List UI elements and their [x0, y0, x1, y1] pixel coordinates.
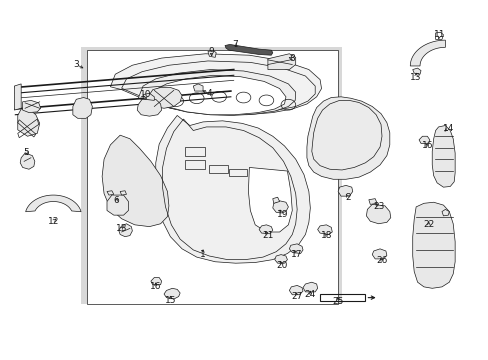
Polygon shape [149, 87, 182, 108]
Polygon shape [371, 249, 386, 259]
Text: 1: 1 [200, 250, 205, 259]
Polygon shape [18, 109, 40, 136]
Polygon shape [368, 199, 376, 204]
Polygon shape [306, 97, 389, 179]
Polygon shape [366, 204, 390, 224]
Polygon shape [14, 84, 21, 110]
Text: 25: 25 [332, 297, 343, 306]
Polygon shape [412, 202, 454, 288]
Polygon shape [22, 100, 41, 113]
Text: 6: 6 [114, 196, 120, 205]
Polygon shape [303, 282, 317, 292]
Text: 15: 15 [164, 296, 176, 305]
Polygon shape [107, 191, 114, 195]
Text: 8: 8 [289, 54, 295, 63]
Text: 17: 17 [291, 250, 302, 259]
Text: 12: 12 [47, 217, 59, 226]
Polygon shape [441, 210, 448, 216]
Text: 23: 23 [372, 202, 384, 211]
Polygon shape [73, 98, 92, 118]
Text: 22: 22 [422, 220, 433, 229]
Text: 3: 3 [73, 60, 79, 69]
Polygon shape [138, 69, 295, 116]
Bar [184, 159, 205, 168]
Text: 14: 14 [442, 123, 453, 132]
Polygon shape [431, 126, 454, 187]
Text: 26: 26 [376, 256, 387, 265]
Polygon shape [289, 244, 303, 253]
Text: 24: 24 [304, 289, 315, 298]
Polygon shape [152, 75, 285, 115]
Polygon shape [248, 167, 292, 232]
Text: 13: 13 [116, 224, 127, 233]
Text: 20: 20 [276, 261, 287, 270]
Polygon shape [412, 68, 420, 74]
Polygon shape [207, 50, 216, 57]
Polygon shape [119, 224, 132, 237]
Polygon shape [272, 197, 279, 203]
Text: 13: 13 [409, 73, 421, 82]
Text: 9: 9 [208, 47, 214, 56]
Polygon shape [224, 44, 272, 55]
Polygon shape [110, 54, 321, 115]
Polygon shape [274, 255, 287, 263]
Text: 16: 16 [421, 141, 432, 150]
Bar [209, 165, 227, 173]
Polygon shape [87, 50, 337, 304]
Text: 16: 16 [150, 282, 161, 291]
Polygon shape [267, 54, 295, 69]
Bar [184, 147, 205, 156]
Text: 19: 19 [276, 210, 288, 219]
Polygon shape [143, 93, 154, 100]
Polygon shape [120, 191, 126, 195]
Polygon shape [81, 47, 341, 304]
Polygon shape [418, 136, 429, 143]
Text: 11: 11 [433, 30, 445, 39]
Polygon shape [163, 288, 180, 299]
Text: 21: 21 [262, 231, 273, 240]
Polygon shape [272, 201, 288, 213]
Text: 10: 10 [140, 90, 151, 99]
Polygon shape [151, 278, 161, 285]
Polygon shape [25, 195, 81, 212]
Text: 18: 18 [320, 231, 331, 240]
Text: 5: 5 [23, 148, 29, 157]
Polygon shape [156, 116, 310, 263]
Text: 2: 2 [345, 193, 350, 202]
Polygon shape [317, 225, 331, 234]
Polygon shape [137, 99, 161, 116]
Polygon shape [289, 285, 303, 295]
Text: 4: 4 [206, 89, 212, 98]
Text: 27: 27 [291, 292, 302, 301]
Polygon shape [102, 135, 168, 226]
Polygon shape [337, 185, 352, 196]
Text: 7: 7 [231, 40, 237, 49]
Polygon shape [193, 84, 203, 91]
Bar [228, 168, 247, 176]
Polygon shape [259, 225, 272, 234]
Polygon shape [20, 153, 35, 169]
Polygon shape [409, 40, 445, 66]
Polygon shape [107, 195, 128, 215]
